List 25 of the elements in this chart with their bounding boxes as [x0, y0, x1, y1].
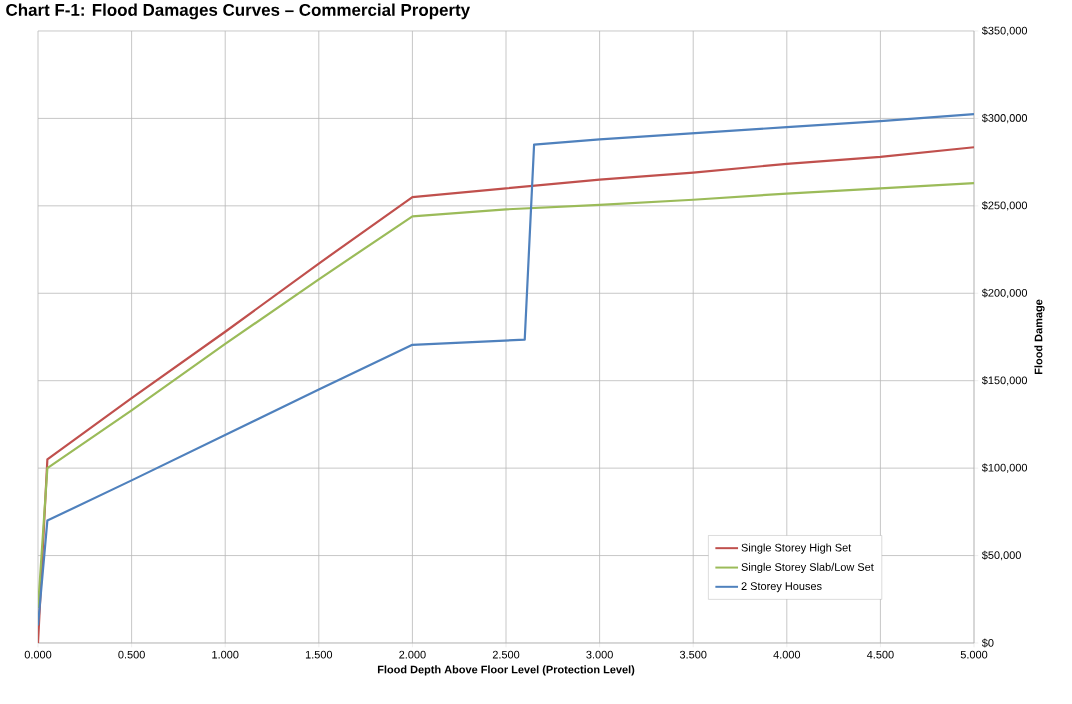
- x-tick-label: 3.500: [679, 650, 707, 659]
- y-tick-label: $100,000: [981, 463, 1028, 473]
- x-tick-label: 1.500: [305, 650, 333, 659]
- x-tick-label: 2.500: [492, 650, 520, 659]
- x-tick-label: 2.000: [399, 650, 426, 659]
- x-tick-label: 0.000: [24, 650, 52, 659]
- y-tick-label: $250,000: [981, 201, 1028, 211]
- legend-label: Single Storey Slab/Low Set: [741, 562, 874, 574]
- x-tick-label: 0.500: [118, 650, 145, 659]
- y-tick-label: $200,000: [981, 288, 1028, 299]
- x-tick-label: 1.000: [212, 650, 239, 659]
- y-tick-label: $300,000: [981, 113, 1028, 124]
- y-tick-label: $150,000: [981, 375, 1028, 386]
- x-tick-label: 5.000: [960, 650, 988, 659]
- y-tick-label: $50,000: [981, 550, 1021, 561]
- legend-label: Single Storey High Set: [741, 543, 852, 554]
- x-axis-title: Flood Depth Above Floor Level (Protection Level): [377, 665, 635, 676]
- y-tick-label: $350,000: [981, 26, 1028, 36]
- y-tick-label: $0: [981, 638, 994, 648]
- x-tick-label: 4.500: [866, 650, 894, 659]
- x-tick-label: 4.000: [773, 650, 801, 659]
- x-tick-label: 3.000: [586, 650, 613, 659]
- legend-label: 2 Storey Houses: [741, 582, 822, 593]
- y-axis-title: Flood Damage: [1034, 299, 1045, 374]
- chart-title: Chart F-1: Flood Damages Curves – Commercial Property: [6, 3, 471, 20]
